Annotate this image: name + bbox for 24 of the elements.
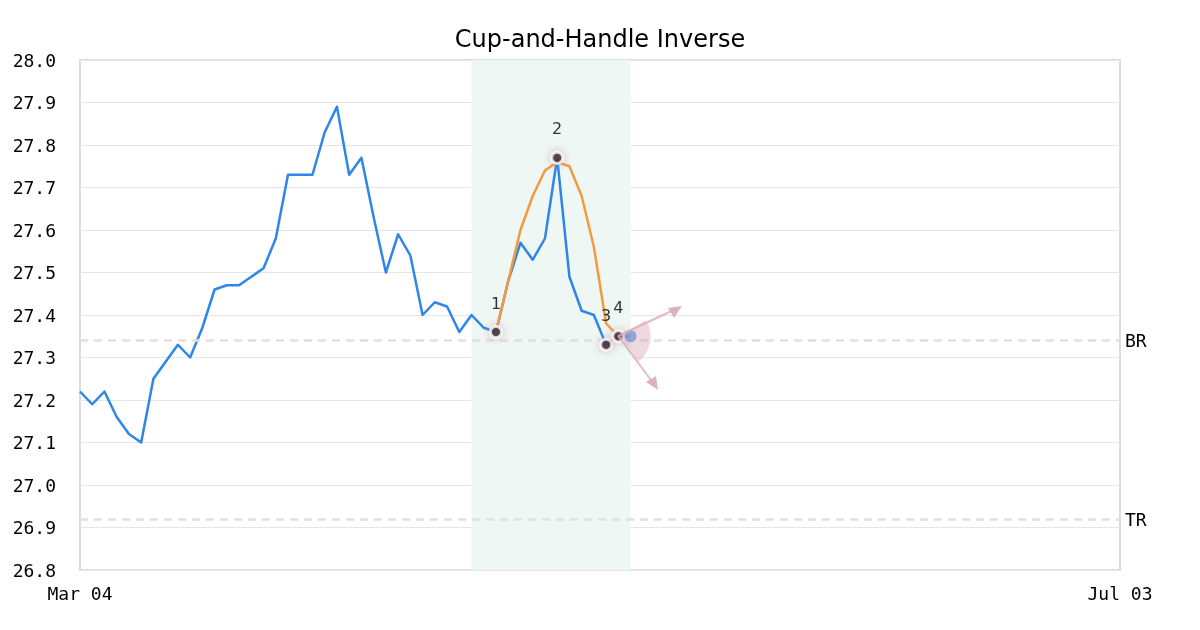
y-tick-label: 26.9 <box>12 517 56 538</box>
ref-line-label: BR <box>1125 330 1147 351</box>
point <box>599 337 614 352</box>
y-tick-label: 27.9 <box>12 92 56 113</box>
y-tick-label: 27.3 <box>12 347 56 368</box>
point <box>489 325 503 339</box>
y-tick-label: 27.6 <box>12 219 56 241</box>
ref-line-label: TR <box>1125 508 1147 530</box>
annotation: 2 <box>552 119 563 139</box>
y-tick-label: 28.0 <box>12 49 56 71</box>
annotation: 4 <box>613 297 624 317</box>
y-tick-label: 27.1 <box>12 432 56 453</box>
y-tick-label: 27.4 <box>12 304 56 326</box>
y-tick-label: 26.8 <box>12 559 56 581</box>
x-tick-label: Mar 04 <box>47 582 113 604</box>
y-tick-label: 27.5 <box>12 262 56 283</box>
y-tick-label: 27.7 <box>12 177 56 198</box>
y-tick-label: 27.0 <box>12 474 56 496</box>
y-tick-label: 27.2 <box>12 389 56 411</box>
x-tick-label: Jul 03 <box>1087 582 1153 604</box>
chart-title: Cup-and-Handle Inverse <box>454 25 746 53</box>
point <box>550 150 565 165</box>
annotation: 1 <box>490 293 502 313</box>
y-tick-label: 27.8 <box>12 134 56 156</box>
